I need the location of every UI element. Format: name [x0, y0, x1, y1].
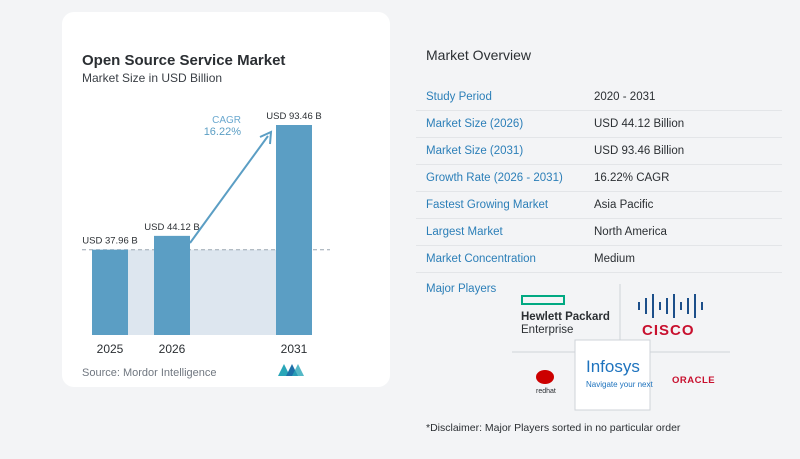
cagr-arrow	[189, 135, 269, 244]
hpe-logo-icon	[521, 295, 565, 305]
bar-2031	[276, 125, 312, 335]
overview-row-key: Market Size (2031)	[426, 145, 524, 157]
infosys-box	[574, 339, 651, 411]
x-tick-label: 2031	[281, 342, 308, 356]
overview-row-value: North America	[594, 226, 667, 238]
redhat-logo: redhat	[536, 388, 556, 395]
redhat-logo-icon	[536, 370, 554, 384]
overview-row-value: Medium	[594, 253, 635, 265]
overview-table: Study Period 2020 - 2031 Market Size (2026…	[416, 84, 782, 273]
bar-value-label: USD 37.96 B	[82, 236, 137, 247]
overview-row-key: Largest Market	[426, 226, 503, 238]
major-players-label: Major Players	[426, 283, 497, 295]
overview-row-key: Growth Rate (2026 - 2031)	[426, 172, 563, 184]
bar-chart: USD 37.96 B 2025 USD 44.12 B 2026 USD 93.46 …	[82, 111, 330, 356]
bar-2026	[154, 235, 190, 335]
x-tick-label: 2026	[159, 342, 186, 356]
mordor-logo-icon	[278, 364, 304, 376]
overview-row: Fastest Growing Market Asia Pacific	[416, 192, 782, 219]
cisco-bars-icon	[638, 294, 703, 318]
overview-row: Market Concentration Medium	[416, 246, 782, 273]
hpe-logo-line2: Enterprise	[521, 324, 573, 336]
x-tick-label: 2025	[97, 342, 124, 356]
source-text: Source: Mordor Intelligence	[82, 367, 217, 379]
infosys-tagline: Navigate your next	[586, 380, 653, 389]
overview-row: Market Size (2026) USD 44.12 Billion	[416, 111, 782, 138]
overview-row-key: Study Period	[426, 91, 492, 103]
bar-value-label: USD 93.46 B	[266, 111, 321, 122]
overview-row-key: Market Size (2026)	[426, 118, 524, 130]
players-logos: Hewlett Packard Enterprise CISCO Infosys…	[512, 284, 730, 411]
overview-row: Largest Market North America	[416, 219, 782, 246]
overview-title: Market Overview	[426, 47, 532, 63]
overview-row-value: Asia Pacific	[594, 199, 654, 211]
cagr-value: 16.22%	[204, 126, 242, 138]
overview-row-key: Market Concentration	[426, 253, 536, 265]
bar-2025	[92, 249, 128, 335]
oracle-logo: ORACLE	[672, 375, 715, 386]
overview-row-value: USD 93.46 Billion	[594, 145, 685, 157]
overview-row: Market Size (2031) USD 93.46 Billion	[416, 138, 782, 165]
overview-row: Study Period 2020 - 2031	[416, 84, 782, 111]
overview-row-value: 2020 - 2031	[594, 91, 656, 103]
chart-subtitle: Market Size in USD Billion	[82, 71, 223, 85]
infosys-logo: Infosys	[586, 357, 640, 376]
overview-row-value: 16.22% CAGR	[594, 172, 670, 184]
cisco-logo: CISCO	[642, 322, 695, 339]
cagr-label: CAGR	[212, 115, 241, 126]
bar-value-label: USD 44.12 B	[144, 222, 199, 233]
overview-row-key: Fastest Growing Market	[426, 199, 549, 211]
overview-row: Growth Rate (2026 - 2031) 16.22% CAGR	[416, 165, 782, 192]
overview-row-value: USD 44.12 Billion	[594, 118, 685, 130]
hpe-logo-line1: Hewlett Packard	[521, 311, 610, 323]
disclaimer: *Disclaimer: Major Players sorted in no …	[426, 422, 681, 434]
chart-title: Open Source Service Market	[82, 52, 286, 69]
cagr-arrowhead	[259, 130, 273, 145]
